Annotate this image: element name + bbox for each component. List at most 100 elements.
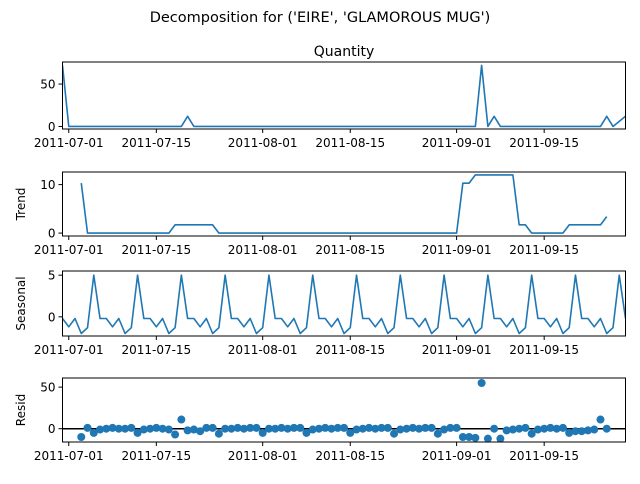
resid-point [302, 428, 311, 437]
resid-point [108, 423, 117, 432]
resid-point [102, 424, 111, 433]
resid-point [527, 429, 536, 438]
plot-area [62, 64, 626, 128]
resid-point [383, 423, 392, 432]
x-tick-label: 2011-07-15 [121, 343, 191, 357]
x-tick-label: 2011-07-01 [34, 449, 104, 463]
resid-point [202, 423, 211, 432]
y-tick-label: 50 [40, 381, 55, 395]
resid-point [546, 423, 555, 432]
resid-point [415, 424, 424, 433]
seasonal-line [62, 274, 626, 335]
x-tick-label: 2011-09-01 [422, 449, 492, 463]
resid-point [196, 427, 205, 436]
resid-point [440, 425, 449, 434]
x-tick-label: 2011-07-15 [121, 449, 191, 463]
x-tick-label: 2011-09-01 [422, 343, 492, 357]
resid-point [296, 423, 305, 432]
resid-point [458, 433, 467, 442]
resid-point [390, 429, 399, 438]
x-tick-label: 2011-07-01 [34, 243, 104, 257]
y-tick-label: 0 [48, 120, 56, 134]
resid-point [508, 425, 517, 434]
axes-frame [62, 171, 626, 237]
series-line [62, 64, 626, 128]
resid-point [596, 415, 605, 424]
figure-title: Decomposition for ('EIRE', 'GLAMOROUS MU… [150, 10, 491, 26]
resid-point [171, 430, 180, 439]
resid-point [314, 424, 323, 433]
panel-observed: Quantity 2011-07-01 2011-07-15 2011-08-01 20… [34, 44, 626, 150]
resid-point [427, 423, 436, 432]
axes-frame [62, 270, 626, 337]
y-tick-label: 0 [48, 422, 56, 436]
plot-area [62, 274, 626, 335]
y-tick-label: 0 [48, 310, 56, 324]
y-tick-label: 50 [40, 78, 55, 92]
resid-point [283, 424, 292, 433]
resid-point [358, 424, 367, 433]
resid-point [233, 423, 242, 432]
resid-point [183, 426, 192, 435]
resid-point [490, 424, 499, 433]
x-tick-label: 2011-08-15 [315, 449, 385, 463]
x-tick-label: 2011-09-15 [509, 343, 579, 357]
resid-point [252, 423, 261, 432]
resid-point [258, 428, 267, 437]
resid-point [333, 423, 342, 432]
x-tick-label: 2011-07-01 [34, 136, 104, 150]
x-tick-label: 2011-08-15 [315, 136, 385, 150]
resid-point [352, 425, 361, 434]
resid-point [483, 434, 492, 442]
axes-frame [62, 61, 626, 130]
resid-point [477, 378, 486, 387]
resid-point [396, 425, 405, 434]
resid-point [408, 423, 417, 432]
y-axis-label: Seasonal [14, 276, 28, 330]
y-tick-label: 0 [48, 227, 56, 241]
resid-point [121, 424, 130, 433]
resid-point [158, 424, 167, 433]
x-tick-label: 2011-08-15 [315, 243, 385, 257]
x-tick-label: 2011-09-15 [509, 243, 579, 257]
x-tick-label: 2011-08-01 [228, 243, 298, 257]
resid-point [139, 425, 148, 434]
x-tick-label: 2011-08-15 [315, 343, 385, 357]
resid-point [83, 423, 92, 432]
y-axis-label: Trend [14, 188, 28, 222]
resid-point [496, 434, 505, 442]
resid-point [96, 425, 105, 434]
x-tick-label: 2011-07-15 [121, 136, 191, 150]
panel-title: Quantity [314, 44, 375, 60]
resid-point [264, 424, 273, 433]
resid-point [227, 424, 236, 433]
x-tick-label: 2011-07-15 [121, 243, 191, 257]
resid-point [152, 423, 161, 432]
plot-area [62, 378, 626, 442]
resid-point [465, 433, 474, 442]
resid-point [239, 424, 248, 433]
resid-point [602, 424, 611, 433]
resid-point [402, 424, 411, 433]
resid-point [146, 424, 155, 433]
resid-point [471, 433, 480, 442]
x-tick-label: 2011-08-01 [228, 343, 298, 357]
resid-point [346, 428, 355, 437]
series-line [80, 174, 608, 234]
y-axis-label: Resid [14, 394, 28, 426]
resid-point [246, 423, 255, 432]
resid-point [164, 425, 173, 434]
resid-point [571, 427, 580, 436]
x-tick-label: 2011-07-01 [34, 343, 104, 357]
x-tick-label: 2011-08-01 [228, 136, 298, 150]
x-tick-label: 2011-09-01 [422, 243, 492, 257]
resid-point [521, 423, 530, 432]
resid-point [133, 428, 142, 437]
x-tick-label: 2011-09-15 [509, 449, 579, 463]
axes-frame [62, 377, 626, 443]
resid-point [77, 433, 86, 442]
resid-point [177, 415, 186, 424]
x-tick-label: 2011-09-01 [422, 136, 492, 150]
panel-seasonal: Seasonal 2011-07-01 2011-07-15 2011-08-01 20… [14, 269, 626, 357]
resid-point [577, 427, 586, 436]
